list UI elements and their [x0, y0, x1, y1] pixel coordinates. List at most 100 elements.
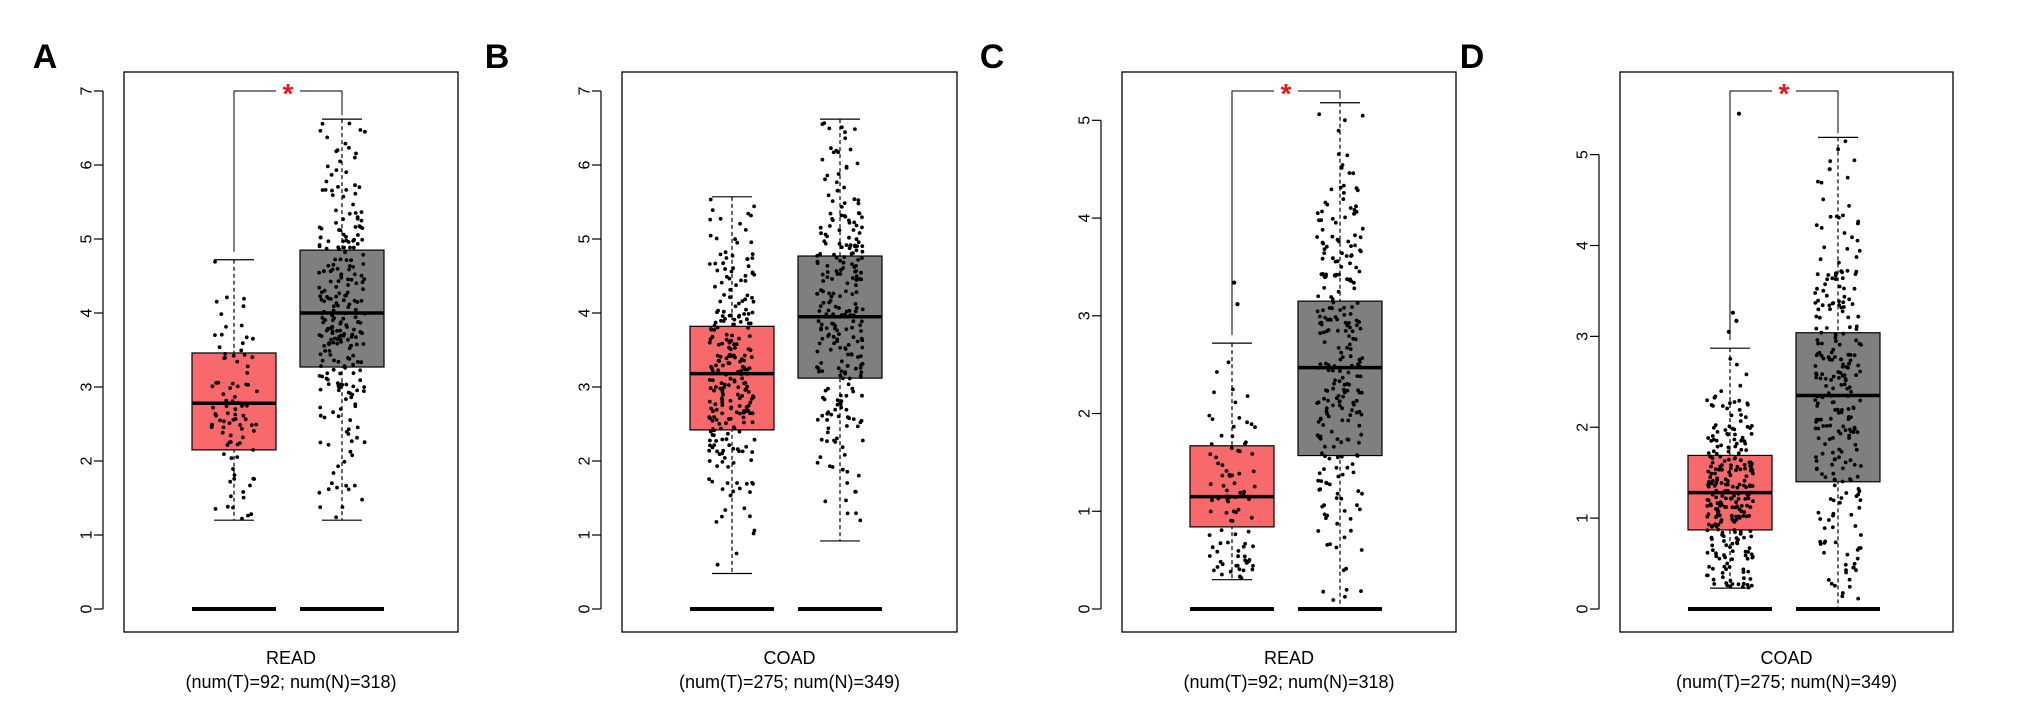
- data-point: [1346, 370, 1351, 375]
- data-point: [1852, 286, 1857, 291]
- data-point: [1727, 424, 1732, 429]
- data-point: [361, 342, 366, 346]
- data-point: [1219, 433, 1224, 438]
- y-tick-label: 2: [1575, 423, 1592, 432]
- data-point: [714, 439, 718, 443]
- data-point: [1739, 413, 1743, 417]
- data-point: [708, 429, 713, 434]
- data-point: [825, 234, 829, 239]
- data-point: [835, 398, 840, 403]
- significance-star: *: [1779, 78, 1790, 109]
- data-point: [1735, 362, 1739, 367]
- data-point: [719, 381, 724, 385]
- data-point: [1843, 460, 1848, 465]
- data-point: [1347, 382, 1351, 387]
- data-point: [1732, 400, 1737, 404]
- data-point: [1338, 357, 1343, 362]
- data-point: [727, 383, 731, 387]
- data-point: [1225, 488, 1229, 493]
- data-point: [1343, 329, 1348, 333]
- data-point: [351, 202, 355, 207]
- data-point: [1342, 191, 1346, 195]
- data-point: [1718, 503, 1722, 508]
- data-point: [844, 498, 848, 503]
- data-point: [1842, 373, 1847, 378]
- data-point: [815, 259, 820, 264]
- data-point: [834, 180, 839, 185]
- data-point: [727, 361, 732, 366]
- data-point: [209, 425, 214, 430]
- data-point: [1854, 568, 1858, 573]
- data-point: [341, 298, 346, 303]
- data-point: [221, 425, 226, 430]
- data-point: [1854, 373, 1858, 377]
- data-point: [356, 320, 361, 324]
- data-point: [1336, 289, 1341, 294]
- data-point: [1345, 153, 1350, 158]
- data-point: [1745, 583, 1750, 587]
- data-point: [220, 430, 225, 435]
- data-point: [735, 447, 740, 451]
- data-point: [1323, 361, 1328, 366]
- data-point: [1322, 251, 1327, 256]
- data-point: [336, 279, 341, 283]
- data-point: [242, 296, 246, 301]
- data-point: [1819, 180, 1824, 185]
- data-point: [820, 272, 825, 277]
- data-point: [341, 194, 346, 199]
- box-body: [1297, 300, 1383, 457]
- data-point: [819, 231, 823, 236]
- data-point: [1855, 430, 1860, 434]
- data-point: [707, 477, 711, 481]
- data-point: [709, 406, 713, 411]
- data-point: [1245, 394, 1250, 398]
- data-point: [348, 245, 352, 250]
- data-point: [749, 240, 754, 245]
- data-point: [1355, 503, 1359, 508]
- data-point: [329, 297, 333, 301]
- data-point: [333, 257, 337, 262]
- data-point: [746, 409, 751, 413]
- data-point: [330, 324, 335, 329]
- data-point: [1327, 456, 1332, 461]
- data-point: [860, 345, 865, 350]
- data-point: [746, 264, 751, 269]
- data-point: [1359, 412, 1364, 417]
- data-point: [352, 327, 356, 332]
- data-point: [1837, 376, 1841, 380]
- data-point: [1208, 482, 1213, 486]
- data-point: [322, 269, 326, 274]
- data-point: [721, 392, 725, 397]
- data-point: [240, 341, 245, 346]
- data-point: [848, 313, 853, 318]
- data-point: [1845, 247, 1850, 251]
- panel-letter: C: [980, 38, 1005, 76]
- data-point: [1828, 497, 1833, 501]
- data-point: [1856, 314, 1861, 319]
- data-point: [718, 216, 723, 221]
- data-point: [751, 531, 756, 536]
- data-point: [1329, 187, 1334, 192]
- data-point: [228, 479, 233, 484]
- data-point: [1331, 300, 1336, 305]
- data-point: [1355, 323, 1359, 328]
- data-point: [1250, 567, 1255, 572]
- data-point: [222, 356, 227, 360]
- data-point: [1711, 566, 1715, 571]
- data-point: [854, 511, 858, 516]
- data-point: [1847, 297, 1852, 302]
- data-point: [338, 257, 343, 262]
- data-point: [347, 267, 351, 272]
- data-point: [1741, 581, 1746, 586]
- data-point: [1224, 469, 1229, 473]
- data-point: [717, 342, 721, 347]
- data-point: [744, 481, 749, 486]
- data-point: [1241, 568, 1246, 573]
- data-point: [1748, 460, 1753, 465]
- data-point: [1738, 383, 1743, 388]
- data-point: [1723, 555, 1727, 560]
- data-point: [853, 127, 857, 131]
- data-point: [854, 306, 859, 310]
- data-point: [844, 243, 849, 248]
- data-point: [1719, 481, 1724, 485]
